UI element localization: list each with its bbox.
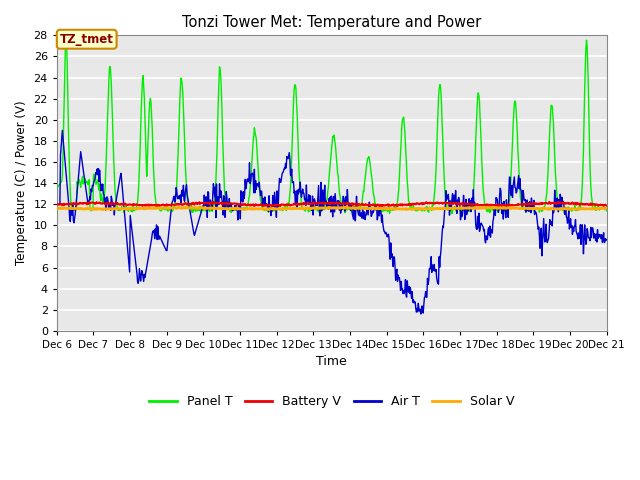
Panel T	[289, 135, 296, 141]
Solar V	[196, 205, 204, 211]
Line: Solar V: Solar V	[57, 207, 607, 210]
Solar V	[113, 206, 120, 212]
Line: Air T: Air T	[57, 131, 607, 314]
Panel T	[196, 205, 204, 211]
Battery V	[289, 202, 297, 207]
Y-axis label: Temperature (C) / Power (V): Temperature (C) / Power (V)	[15, 101, 28, 265]
Title: Tonzi Tower Met: Temperature and Power: Tonzi Tower Met: Temperature and Power	[182, 15, 481, 30]
Battery V	[603, 203, 611, 209]
Line: Battery V: Battery V	[57, 202, 607, 206]
Battery V	[468, 202, 476, 207]
Panel T	[53, 185, 61, 191]
Air T	[113, 191, 121, 196]
Solar V	[603, 205, 611, 211]
Solar V	[468, 205, 476, 211]
Solar V	[529, 206, 536, 212]
Panel T	[468, 198, 476, 204]
Solar V	[445, 205, 453, 211]
Air T	[196, 211, 204, 217]
Solar V	[264, 207, 272, 213]
Panel T	[62, 33, 70, 39]
Air T	[603, 237, 611, 243]
Battery V	[113, 201, 120, 206]
Air T	[529, 205, 536, 211]
Line: Panel T: Panel T	[57, 36, 607, 214]
Solar V	[53, 205, 61, 211]
X-axis label: Time: Time	[316, 355, 347, 369]
Air T	[58, 128, 66, 133]
Legend: Panel T, Battery V, Air T, Solar V: Panel T, Battery V, Air T, Solar V	[144, 390, 520, 413]
Air T	[445, 212, 453, 218]
Air T	[417, 311, 424, 317]
Air T	[289, 180, 296, 186]
Air T	[53, 201, 61, 207]
Battery V	[53, 202, 61, 207]
Panel T	[529, 207, 536, 213]
Panel T	[445, 204, 452, 209]
Battery V	[529, 201, 536, 206]
Battery V	[250, 204, 258, 209]
Battery V	[209, 199, 217, 204]
Panel T	[603, 208, 611, 214]
Panel T	[448, 211, 456, 216]
Panel T	[113, 204, 121, 210]
Air T	[468, 195, 476, 201]
Solar V	[175, 204, 183, 210]
Text: TZ_tmet: TZ_tmet	[60, 33, 114, 46]
Battery V	[445, 201, 453, 206]
Solar V	[289, 205, 297, 211]
Battery V	[196, 201, 204, 207]
